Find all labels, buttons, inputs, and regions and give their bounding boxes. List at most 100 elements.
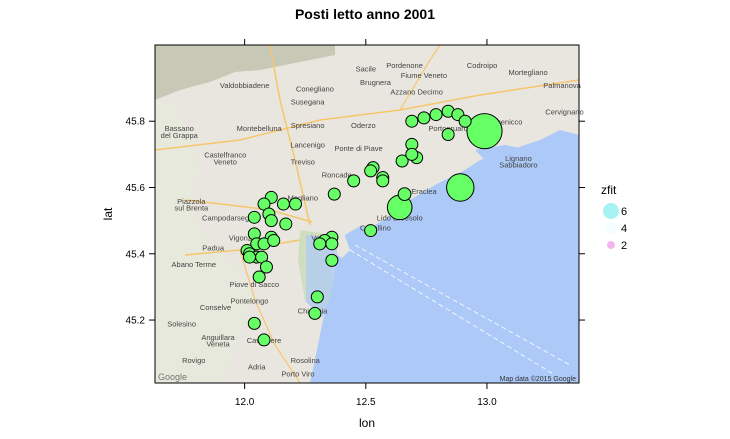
map-place-label: Padua bbox=[202, 243, 225, 252]
map-place-label: Montebelluna bbox=[237, 124, 283, 133]
legend-label: 4 bbox=[621, 223, 627, 235]
x-tick-label: 12.0 bbox=[235, 397, 255, 408]
map-place-label: Piazzola bbox=[177, 197, 206, 206]
data-point bbox=[242, 250, 256, 264]
map-place-label: Pontelongo bbox=[231, 296, 269, 305]
data-point bbox=[310, 290, 324, 304]
map-place-label: Eraclea bbox=[411, 187, 437, 196]
map-place-label: Conegliano bbox=[296, 84, 334, 93]
data-point bbox=[364, 164, 378, 178]
map-attribution: Map data ©2015 Google bbox=[500, 375, 576, 383]
chart-title: Posti letto anno 2001 bbox=[295, 6, 435, 22]
map-place-label: Codroipo bbox=[467, 61, 497, 70]
data-point bbox=[429, 108, 443, 122]
map-place-label: Adria bbox=[248, 363, 266, 372]
data-point bbox=[257, 333, 271, 347]
map-place-label: Piove di Sacco bbox=[230, 280, 280, 289]
data-point bbox=[347, 174, 361, 188]
map-watermark: Google bbox=[158, 372, 187, 382]
data-point bbox=[308, 306, 322, 320]
map-place-label: del Grappa bbox=[161, 131, 199, 140]
y-tick-label: 45.8 bbox=[126, 117, 146, 128]
map-place-label: Precenicco bbox=[485, 118, 522, 127]
map-place-label: Sacile bbox=[356, 65, 376, 74]
x-axis-label: lon bbox=[359, 416, 375, 430]
map-place-label: Brugnera bbox=[360, 78, 392, 87]
map-place-label: Susegana bbox=[291, 98, 326, 107]
map-place-label: Bassano bbox=[165, 124, 194, 133]
map-place-label: sul Brenta bbox=[174, 204, 209, 213]
map-place-label: Campodarsego bbox=[202, 214, 253, 223]
map-place-label: Rovigo bbox=[182, 356, 205, 365]
map-place-label: Palmanova bbox=[543, 81, 581, 90]
data-point bbox=[405, 114, 419, 128]
map-place-label: Castelfranco bbox=[204, 151, 246, 160]
map-place-label: Ponte di Piave bbox=[334, 144, 382, 153]
legend-swatch bbox=[607, 241, 615, 249]
map-place-label: Mogliano bbox=[288, 194, 318, 203]
legend-title: zfit bbox=[601, 183, 617, 197]
data-point bbox=[395, 154, 409, 168]
y-axis-label: lat bbox=[101, 207, 115, 220]
data-point bbox=[417, 111, 431, 125]
map-place-label: Pordenone bbox=[386, 61, 423, 70]
map-place-label: Treviso bbox=[291, 157, 315, 166]
map-place-label: Lancenigo bbox=[290, 141, 325, 150]
data-point bbox=[458, 114, 472, 128]
map-place-label: Conselve bbox=[200, 303, 231, 312]
data-points bbox=[240, 104, 503, 347]
map-background bbox=[155, 45, 579, 383]
map-place-label: Veneto bbox=[214, 157, 237, 166]
legend: zfit 6 4 2 bbox=[601, 183, 627, 252]
data-point bbox=[327, 187, 341, 201]
x-tick-label: 12.5 bbox=[356, 397, 376, 408]
data-point bbox=[376, 174, 390, 188]
map-place-label: Fiume Veneto bbox=[401, 71, 447, 80]
data-point bbox=[397, 187, 412, 201]
data-point bbox=[441, 127, 455, 141]
data-point bbox=[466, 113, 503, 150]
map-place-label: Lignano bbox=[505, 154, 532, 163]
data-point bbox=[446, 173, 475, 202]
legend-label: 2 bbox=[621, 240, 627, 252]
map-place-label: Valdobbiadene bbox=[220, 81, 270, 90]
data-point bbox=[325, 253, 339, 267]
data-point bbox=[247, 210, 261, 224]
data-point bbox=[264, 214, 278, 228]
map-place-label: Anguillara bbox=[201, 333, 235, 342]
data-point bbox=[289, 197, 303, 211]
map-place-label: Vigonza bbox=[229, 234, 257, 243]
y-axis: 45.2 45.4 45.6 45.8 bbox=[126, 117, 585, 327]
y-tick-label: 45.6 bbox=[126, 183, 146, 194]
legend-label: 6 bbox=[621, 206, 627, 218]
map-place-label: Spresiano bbox=[291, 121, 325, 130]
plot-frame bbox=[154, 44, 580, 384]
map-place-label: Solesino bbox=[167, 320, 196, 329]
data-point bbox=[247, 316, 261, 330]
map-place-label: Veneta bbox=[206, 340, 230, 349]
data-point bbox=[267, 234, 281, 248]
map-place-label: Oderzo bbox=[351, 121, 376, 130]
legend-swatch bbox=[603, 203, 619, 219]
data-point bbox=[405, 147, 419, 161]
map-place-label: Azzano Decimo bbox=[390, 88, 443, 97]
map-place-label: Porto Viro bbox=[281, 369, 314, 378]
data-point bbox=[313, 237, 327, 251]
y-tick-label: 45.2 bbox=[126, 316, 146, 327]
data-point bbox=[259, 260, 273, 274]
data-point bbox=[325, 237, 339, 251]
map-place-label: Sabbiadoro bbox=[499, 161, 537, 170]
legend-swatch bbox=[605, 222, 617, 234]
data-point bbox=[364, 224, 378, 238]
data-point bbox=[276, 197, 290, 211]
map-labels: Pordenone Sacile Fiume Veneto Codroipo Morte… bbox=[161, 61, 584, 378]
map-place-label: Abano Terme bbox=[172, 260, 216, 269]
x-tick-label: 13.0 bbox=[477, 397, 497, 408]
data-point bbox=[279, 217, 293, 231]
y-tick-label: 45.4 bbox=[126, 249, 146, 260]
x-axis: 12.0 12.5 13.0 bbox=[235, 39, 497, 408]
map-place-label: Rosolina bbox=[291, 356, 321, 365]
map-place-label: Cervignano bbox=[545, 108, 583, 117]
map-place-label: Roncade bbox=[322, 171, 352, 180]
